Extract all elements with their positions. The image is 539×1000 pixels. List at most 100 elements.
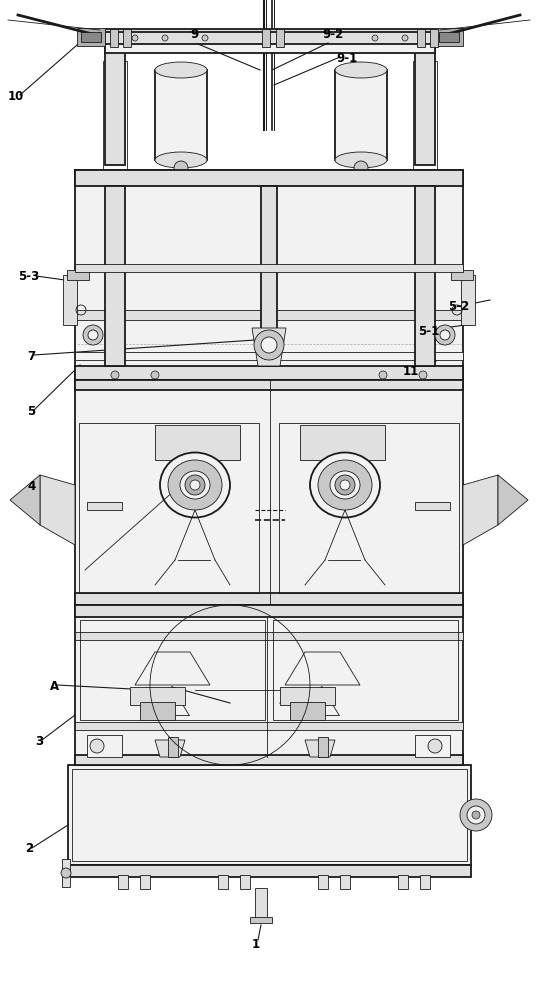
Bar xyxy=(439,32,459,42)
Bar xyxy=(262,29,270,47)
Ellipse shape xyxy=(160,452,230,518)
Bar xyxy=(75,593,463,605)
Bar xyxy=(105,32,435,44)
Bar xyxy=(105,29,435,41)
Bar xyxy=(75,380,463,390)
Bar xyxy=(75,366,463,380)
Bar xyxy=(87,502,122,510)
Text: 11: 11 xyxy=(403,365,419,378)
Bar xyxy=(110,29,118,47)
Bar xyxy=(75,605,463,617)
Bar xyxy=(155,70,207,160)
Bar xyxy=(218,875,228,889)
Text: A: A xyxy=(50,680,59,693)
Circle shape xyxy=(460,799,492,831)
Circle shape xyxy=(435,325,455,345)
Bar xyxy=(75,632,463,640)
Circle shape xyxy=(174,161,188,175)
Circle shape xyxy=(428,739,442,753)
Polygon shape xyxy=(10,475,40,525)
Circle shape xyxy=(190,480,200,490)
Polygon shape xyxy=(252,328,286,366)
Text: 10: 10 xyxy=(8,90,24,103)
Bar xyxy=(123,29,131,47)
Bar xyxy=(68,765,471,865)
Circle shape xyxy=(162,35,168,41)
Bar xyxy=(335,70,387,160)
Bar xyxy=(415,35,435,165)
Bar xyxy=(398,875,408,889)
Bar xyxy=(240,875,250,889)
Bar xyxy=(80,620,265,720)
Bar xyxy=(79,423,259,593)
Bar xyxy=(118,875,128,889)
Bar xyxy=(105,186,125,366)
Bar xyxy=(75,605,463,765)
Text: 9: 9 xyxy=(190,28,198,41)
Text: 1: 1 xyxy=(252,938,260,951)
Circle shape xyxy=(340,480,350,490)
Ellipse shape xyxy=(335,62,387,78)
Polygon shape xyxy=(135,652,210,685)
Circle shape xyxy=(202,35,208,41)
Circle shape xyxy=(335,475,355,495)
Circle shape xyxy=(472,811,480,819)
Circle shape xyxy=(185,475,205,495)
Circle shape xyxy=(372,35,378,41)
Text: 5-2: 5-2 xyxy=(448,300,469,313)
Bar xyxy=(300,425,385,460)
Circle shape xyxy=(440,330,450,340)
Ellipse shape xyxy=(310,452,380,518)
Polygon shape xyxy=(285,652,360,685)
Ellipse shape xyxy=(180,471,210,499)
Text: 5: 5 xyxy=(27,405,35,418)
Bar xyxy=(461,275,475,325)
Polygon shape xyxy=(40,475,75,545)
Circle shape xyxy=(402,35,408,41)
Bar xyxy=(75,170,463,186)
Ellipse shape xyxy=(168,460,222,510)
Circle shape xyxy=(83,325,103,345)
Bar xyxy=(77,28,105,46)
Text: 4: 4 xyxy=(27,480,35,493)
Ellipse shape xyxy=(318,460,372,510)
Bar xyxy=(280,687,335,705)
Circle shape xyxy=(254,330,284,360)
Bar xyxy=(318,737,328,757)
Circle shape xyxy=(111,371,119,379)
Bar xyxy=(105,35,125,165)
Bar xyxy=(415,186,435,366)
Circle shape xyxy=(419,371,427,379)
Circle shape xyxy=(61,868,71,878)
Bar xyxy=(87,735,122,757)
Polygon shape xyxy=(305,740,335,757)
Bar xyxy=(255,888,267,920)
Bar xyxy=(290,702,325,720)
Ellipse shape xyxy=(155,62,207,78)
Text: 7: 7 xyxy=(27,350,35,363)
Bar xyxy=(415,735,450,757)
Bar xyxy=(75,264,463,272)
Bar xyxy=(318,875,328,889)
Circle shape xyxy=(90,739,104,753)
Bar xyxy=(276,29,284,47)
Bar xyxy=(75,170,463,380)
Bar xyxy=(140,875,150,889)
Circle shape xyxy=(354,161,368,175)
Bar xyxy=(340,875,350,889)
Bar xyxy=(62,859,70,887)
Polygon shape xyxy=(498,475,528,525)
Text: 9-2: 9-2 xyxy=(322,28,343,41)
Bar xyxy=(273,620,458,720)
Bar xyxy=(417,29,425,47)
Bar xyxy=(67,270,89,280)
Bar xyxy=(103,61,127,170)
Text: 9-1: 9-1 xyxy=(336,52,357,65)
Bar xyxy=(279,423,459,593)
Bar xyxy=(75,722,463,730)
Circle shape xyxy=(151,371,159,379)
Bar xyxy=(63,275,77,325)
Bar xyxy=(81,32,101,42)
Circle shape xyxy=(379,371,387,379)
Bar xyxy=(250,917,272,923)
